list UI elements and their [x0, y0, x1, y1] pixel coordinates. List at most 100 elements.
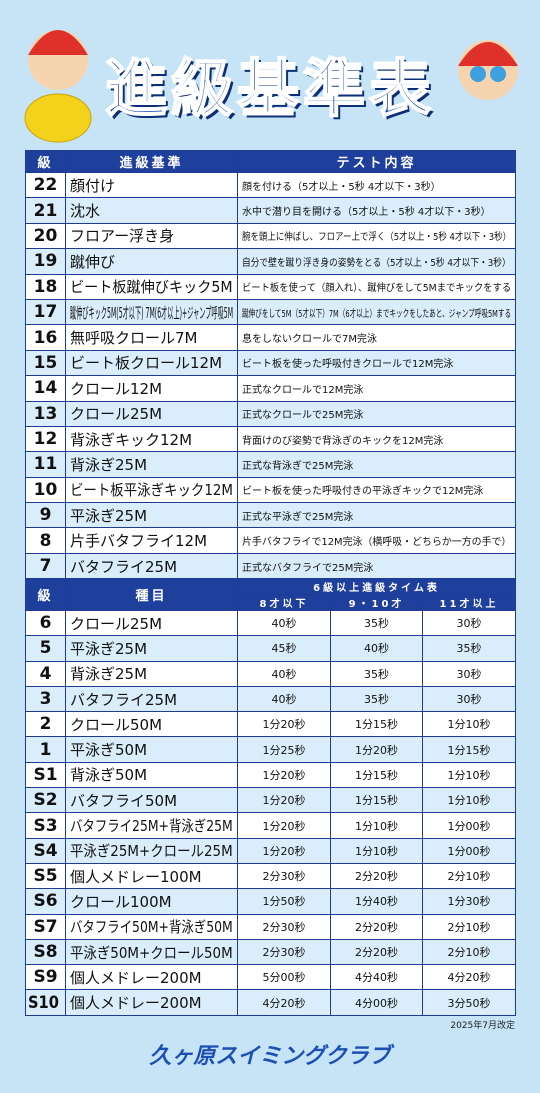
- grade-text: S10: [27, 992, 59, 1013]
- grade: 6: [25, 609, 66, 637]
- event-text: 個人メドレー200M: [70, 994, 202, 1013]
- test-description-text: 片手バタフライで12M完泳（横呼吸・どちらか一方の手で）: [242, 537, 512, 549]
- row: 18 ビート板蹴伸びキック5M ビート板を使って（顔入れ）、蹴伸びをして5Mまでキッ…: [25, 273, 516, 300]
- row: S6 クロール100M 1分50秒 1分40秒 1分30秒: [25, 888, 517, 915]
- time-text: 4分00秒: [355, 996, 398, 1010]
- row: S8 平泳ぎ50M+クロール50M 2分30秒 2分20秒 2分10秒: [25, 938, 517, 966]
- time-text: 1分20秒: [262, 718, 306, 732]
- grade-text: 8: [39, 530, 52, 551]
- row: 21 沈水 水中で潜り目を開ける（5才以上・5秒 4才以下・3秒）: [25, 197, 516, 224]
- grade-text: 16: [33, 327, 58, 348]
- swim-cap: [458, 42, 518, 66]
- grade: 15: [25, 349, 66, 377]
- time-text: 1分50秒: [262, 895, 306, 909]
- time-text: 4分20秒: [262, 996, 306, 1010]
- test-description: ビート板を使った呼吸付きクロールで12M完泳: [237, 349, 516, 377]
- event-text: 背泳ぎ50M: [70, 766, 148, 785]
- column-header: 進級基準: [65, 150, 238, 173]
- grade-text: S4: [33, 840, 58, 861]
- time: 1分40秒: [330, 888, 423, 915]
- grade: 12: [25, 425, 66, 453]
- time-text: 4分40秒: [355, 971, 398, 985]
- grade: 7: [25, 552, 66, 580]
- row: 4 背泳ぎ25M 40秒 35秒 30秒: [25, 660, 517, 687]
- grade: S3: [25, 812, 66, 839]
- column-header: 級: [25, 578, 66, 611]
- grade-text: 1: [39, 739, 52, 760]
- criterion: 蹴伸びキック5M(5才以下) 7M(6才以上)+ジャンプ呼吸5M: [65, 298, 238, 326]
- criterion-text: 背泳ぎキック12M: [70, 430, 193, 449]
- time: 1分20秒: [237, 761, 331, 789]
- criterion: 平泳ぎ25M: [65, 502, 238, 529]
- row: 14 クロール12M 正式なクロールで12M完泳: [25, 375, 516, 402]
- time: 5分00秒: [237, 964, 331, 991]
- test-description-text: ビート板を使って（顔入れ）、蹴伸びをして5Mまでキックをする: [242, 283, 512, 295]
- row: 13 クロール25M 正式なクロールで25M完泳: [25, 400, 516, 427]
- event-text: 平泳ぎ25M: [70, 639, 148, 658]
- time: 1分10秒: [421, 711, 517, 738]
- column-header-text: 8才以下: [259, 599, 309, 610]
- grade: 14: [25, 375, 66, 402]
- time: 45秒: [237, 635, 331, 662]
- grade-text: 9: [39, 505, 52, 526]
- grade: S6: [25, 888, 66, 915]
- revision-date: 2025年7月改定: [450, 1021, 515, 1031]
- grade-text: 4: [39, 663, 52, 684]
- time-text: 1分10秒: [355, 844, 398, 858]
- event-text: 平泳ぎ25M+クロール25M: [70, 842, 233, 861]
- criterion: クロール12M: [65, 375, 238, 402]
- criterion-text: 顔付け: [70, 176, 116, 195]
- grade-text: 5: [39, 638, 52, 659]
- logo: 久ヶ原スイミングクラブ: [149, 1044, 391, 1069]
- criterion: 背泳ぎ25M: [65, 451, 238, 478]
- time-text: 1分15秒: [355, 794, 398, 808]
- time-text: 1分30秒: [447, 895, 491, 909]
- time: 1分10秒: [421, 787, 517, 814]
- column-header-text: 種目: [135, 589, 168, 604]
- goggle: [470, 66, 486, 82]
- grade-text: 19: [33, 251, 58, 272]
- criterion: 無呼吸クロール7M: [65, 324, 238, 351]
- time: 2分30秒: [237, 938, 331, 966]
- grade-text: 21: [33, 200, 58, 221]
- time-text: 1分10秒: [447, 718, 491, 732]
- grade-text: 10: [33, 479, 58, 500]
- time: 1分20秒: [237, 837, 331, 864]
- test-description-text: 背面けのび姿勢で背泳ぎのキックを12M完泳: [242, 435, 444, 447]
- time: 1分00秒: [421, 837, 517, 864]
- event: 背泳ぎ25M: [65, 660, 238, 687]
- grade: S5: [25, 862, 66, 890]
- event-text: バタフライ25M+背泳ぎ25M: [70, 817, 233, 836]
- row: 級 進級基準 テスト内容: [25, 150, 516, 173]
- column-header-text: 9・10才: [348, 599, 405, 610]
- row: S5 個人メドレー100M 2分30秒 2分20秒 2分10秒: [25, 862, 517, 890]
- time-text: 40秒: [364, 642, 389, 656]
- time-text: 1分40秒: [355, 895, 398, 909]
- criterion: ビート板蹴伸びキック5M: [65, 273, 238, 300]
- event-text: 平泳ぎ50M: [70, 741, 148, 760]
- test-description: 正式なバタフライで25M完泳: [237, 552, 516, 580]
- grade: S4: [25, 837, 66, 864]
- time-text: 45秒: [271, 642, 297, 656]
- test-description-text: 水中で潜り目を開ける（5才以上・5秒 4才以下・3秒）: [242, 207, 491, 219]
- grade: 10: [25, 476, 66, 504]
- time-text: 1分20秒: [262, 819, 306, 833]
- time: 2分30秒: [237, 862, 331, 890]
- time: 4分20秒: [421, 964, 517, 991]
- row: 9 平泳ぎ25M 正式な平泳ぎで25M完泳: [25, 502, 516, 529]
- row: S9 個人メドレー200M 5分00秒 4分40秒 4分20秒: [25, 964, 517, 991]
- row: 17 蹴伸びキック5M(5才以下) 7M(6才以上)+ジャンプ呼吸5M 蹴伸びをして…: [25, 298, 516, 326]
- test-description: 蹴伸びをして5M（5才以下）7M（6才以上）までキックをしたあと、ジャンプ呼吸5…: [237, 298, 516, 326]
- column-header: 8才以下: [237, 594, 331, 611]
- criterion: バタフライ25M: [65, 552, 238, 580]
- time: 2分30秒: [237, 913, 331, 940]
- grade: 4: [25, 660, 66, 687]
- column-header: 11才以上: [421, 594, 517, 611]
- time: 1分30秒: [421, 888, 517, 915]
- grade-text: 13: [33, 403, 58, 424]
- grade: 9: [25, 502, 66, 529]
- test-description: 腕を頭上に伸ばし、フロアー上で浮く（5才以上・5秒 4才以下・3秒）: [237, 222, 516, 250]
- criterion: クロール25M: [65, 400, 238, 427]
- row: S10 個人メドレー200M 4分20秒 4分00秒 3分50秒: [25, 989, 517, 1016]
